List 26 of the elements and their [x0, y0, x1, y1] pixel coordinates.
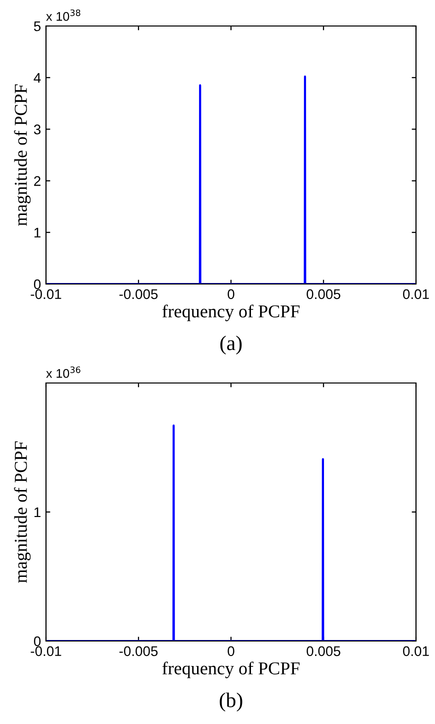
x-tick-label: 0: [228, 646, 234, 656]
y-axis-title: magnitude of PCPF: [14, 84, 31, 226]
y-tick-label: 1: [34, 507, 40, 518]
x-tick-label: 0: [228, 289, 234, 300]
text: (b): [220, 692, 242, 712]
x-axis-title: frequency of PCPF: [162, 662, 300, 678]
x-tick-label: 0.01: [403, 646, 429, 656]
text: (a): [220, 336, 242, 354]
text: x 10$^{38}$: [46, 9, 80, 21]
y-tick-label: 0: [34, 636, 41, 646]
y-tick-label: 1: [34, 228, 40, 238]
x-tick-label: -0.01: [30, 646, 62, 656]
y-tick-label: 2: [34, 176, 40, 186]
y-tick-label: 5: [34, 21, 41, 32]
y-tick-label: 3: [34, 124, 41, 134]
y-tick-label: 0: [34, 279, 41, 290]
text: x 10$^{36}$: [46, 366, 80, 378]
x-tick-label: 0.01: [403, 289, 429, 300]
x-axis-title: frequency of PCPF: [162, 304, 300, 322]
x-tick-label: -0.01: [30, 289, 62, 300]
x-tick-label: -0.005: [119, 289, 158, 300]
y-tick-label: 4: [34, 73, 41, 83]
x-tick-label: 0.005: [306, 646, 340, 656]
x-tick-label: 0.005: [306, 289, 340, 300]
y-axis-title: magnitude of PCPF: [14, 441, 31, 583]
x-tick-label: -0.005: [119, 646, 158, 656]
